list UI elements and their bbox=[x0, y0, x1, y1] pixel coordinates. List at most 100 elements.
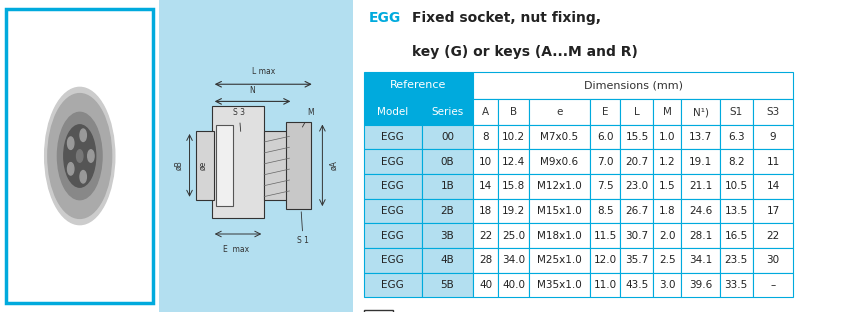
Text: N: N bbox=[250, 86, 255, 95]
Bar bbox=[363, 199, 422, 223]
Bar bbox=[719, 248, 752, 273]
Text: 3B: 3B bbox=[440, 231, 454, 241]
Bar bbox=[719, 199, 752, 223]
Text: 10.5: 10.5 bbox=[724, 181, 746, 192]
Text: 2.5: 2.5 bbox=[659, 255, 675, 266]
Text: 40: 40 bbox=[479, 280, 492, 290]
Text: N¹): N¹) bbox=[691, 107, 708, 117]
Text: 8.5: 8.5 bbox=[596, 206, 613, 216]
Text: 6.0: 6.0 bbox=[596, 132, 613, 142]
Bar bbox=[473, 223, 498, 248]
Text: 34.1: 34.1 bbox=[688, 255, 711, 266]
Bar bbox=[681, 149, 719, 174]
Bar bbox=[719, 174, 752, 199]
Text: S 3: S 3 bbox=[232, 109, 245, 131]
Bar bbox=[529, 248, 589, 273]
Bar bbox=[473, 99, 498, 125]
Text: 11.0: 11.0 bbox=[593, 280, 616, 290]
Bar bbox=[681, 223, 719, 248]
Bar bbox=[363, 149, 422, 174]
Bar bbox=[719, 99, 752, 125]
Text: 20.7: 20.7 bbox=[625, 157, 647, 167]
Text: Dimensions (mm): Dimensions (mm) bbox=[583, 80, 682, 90]
Bar bbox=[653, 248, 681, 273]
Text: 25.0: 25.0 bbox=[501, 231, 524, 241]
Bar bbox=[363, 273, 422, 297]
Bar bbox=[363, 72, 473, 99]
Bar bbox=[752, 99, 792, 125]
Text: Series: Series bbox=[430, 107, 463, 117]
Bar bbox=[752, 149, 792, 174]
Bar bbox=[498, 248, 529, 273]
Bar bbox=[498, 199, 529, 223]
Text: L: L bbox=[634, 107, 639, 117]
Circle shape bbox=[67, 163, 74, 175]
Bar bbox=[529, 149, 589, 174]
Bar bbox=[363, 248, 422, 273]
Bar bbox=[363, 125, 422, 149]
Text: 28.1: 28.1 bbox=[688, 231, 711, 241]
Circle shape bbox=[64, 125, 96, 187]
Text: M15x1.0: M15x1.0 bbox=[536, 206, 581, 216]
Text: 15.8: 15.8 bbox=[501, 181, 524, 192]
Text: 33.5: 33.5 bbox=[723, 280, 746, 290]
Text: 23.5: 23.5 bbox=[723, 255, 746, 266]
Text: M35x1.0: M35x1.0 bbox=[536, 280, 581, 290]
Bar bbox=[422, 248, 473, 273]
Text: 19.2: 19.2 bbox=[501, 206, 524, 216]
Bar bbox=[589, 248, 620, 273]
Bar bbox=[589, 223, 620, 248]
Text: S3: S3 bbox=[765, 107, 778, 117]
Text: 1.0: 1.0 bbox=[659, 132, 675, 142]
Text: 14: 14 bbox=[765, 181, 778, 192]
Bar bbox=[752, 174, 792, 199]
Bar bbox=[529, 174, 589, 199]
Text: 9: 9 bbox=[769, 132, 776, 142]
Bar bbox=[422, 273, 473, 297]
Circle shape bbox=[58, 112, 102, 200]
Bar bbox=[653, 149, 681, 174]
Bar bbox=[752, 273, 792, 297]
Text: 21.1: 21.1 bbox=[688, 181, 711, 192]
Bar bbox=[589, 174, 620, 199]
Bar bbox=[498, 223, 529, 248]
Bar bbox=[422, 99, 473, 125]
Bar bbox=[498, 99, 529, 125]
Bar bbox=[473, 149, 498, 174]
Text: 26.7: 26.7 bbox=[624, 206, 647, 216]
Bar bbox=[529, 99, 589, 125]
Text: e: e bbox=[555, 107, 562, 117]
Bar bbox=[215, 125, 232, 206]
Text: 11.5: 11.5 bbox=[593, 231, 616, 241]
Bar bbox=[653, 174, 681, 199]
Bar bbox=[363, 223, 422, 248]
Text: EGG: EGG bbox=[381, 231, 404, 241]
Bar bbox=[589, 125, 620, 149]
Bar bbox=[681, 273, 719, 297]
Bar bbox=[529, 199, 589, 223]
Text: 39.6: 39.6 bbox=[688, 280, 711, 290]
Text: M12x1.0: M12x1.0 bbox=[536, 181, 581, 192]
Bar bbox=[620, 125, 653, 149]
Circle shape bbox=[77, 150, 83, 162]
Text: L max: L max bbox=[251, 67, 275, 76]
Bar bbox=[529, 223, 589, 248]
Text: EGG: EGG bbox=[381, 157, 404, 167]
Bar bbox=[620, 223, 653, 248]
Bar bbox=[589, 199, 620, 223]
Text: øB: øB bbox=[174, 160, 183, 170]
Text: Fixed socket, nut fixing,: Fixed socket, nut fixing, bbox=[412, 11, 600, 25]
Circle shape bbox=[67, 137, 74, 149]
Text: 6.3: 6.3 bbox=[727, 132, 744, 142]
Bar bbox=[498, 174, 529, 199]
Bar bbox=[752, 248, 792, 273]
Bar bbox=[620, 99, 653, 125]
Text: 1.8: 1.8 bbox=[659, 206, 675, 216]
Text: EGG: EGG bbox=[381, 280, 404, 290]
Text: 19.1: 19.1 bbox=[688, 157, 711, 167]
Text: B: B bbox=[510, 107, 517, 117]
Text: 8.2: 8.2 bbox=[727, 157, 744, 167]
Bar bbox=[473, 125, 498, 149]
Text: 8: 8 bbox=[482, 132, 488, 142]
Text: 18: 18 bbox=[479, 206, 492, 216]
